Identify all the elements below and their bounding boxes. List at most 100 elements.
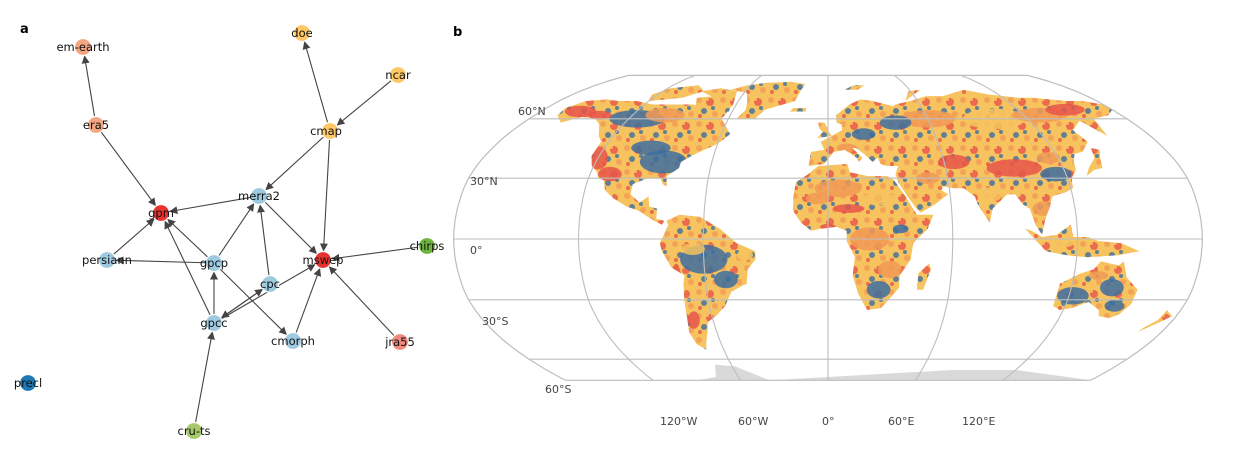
- land-novaya-zemlya: [905, 89, 921, 101]
- node-doe: doe: [291, 23, 313, 43]
- patch-30: [851, 128, 876, 140]
- meridian--120: [577, 75, 696, 381]
- patch-35: [1057, 287, 1089, 305]
- edge-persiann-to-gpm: [113, 218, 155, 255]
- node-circle-gpcc: [204, 313, 224, 333]
- patch-23: [937, 154, 970, 170]
- node-persiann: persiann: [82, 250, 132, 270]
- node-gpcc: gpcc: [200, 313, 228, 333]
- node-circle-cru-ts: [184, 421, 204, 441]
- edge-era5-to-gpm: [100, 131, 156, 207]
- patch-22: [1040, 166, 1072, 182]
- node-circle-cmorph: [283, 331, 303, 351]
- patch-11: [681, 243, 705, 255]
- nodes: em-earth doe ncar era5 cmap merra2 gpm chirps pe…: [14, 23, 444, 441]
- patch-15: [814, 179, 862, 197]
- meridian--60: [702, 75, 762, 381]
- patch-17: [877, 260, 902, 279]
- patch-13: [737, 249, 753, 262]
- edge-cru-ts-to-gpcc: [195, 331, 215, 423]
- patch-1: [631, 140, 671, 156]
- edge-merra2-to-gpm: [169, 196, 251, 215]
- network-diagram: a em-earth doe ncar era5 cmap merra2 gpm chirps…: [14, 22, 444, 441]
- lat-label-60n: 60°N: [518, 105, 546, 118]
- lat-label-0: 0°: [470, 244, 483, 257]
- panel-a-label: a: [20, 22, 29, 37]
- land-greenland: [730, 81, 806, 119]
- node-label-doe: doe: [291, 26, 312, 40]
- node-jra55: jra55: [384, 332, 415, 352]
- globe-outline: [452, 74, 1204, 381]
- patch-20: [805, 192, 830, 205]
- lat-label-30n: 30°N: [470, 175, 498, 188]
- node-circle-persiann: [97, 250, 117, 270]
- land-madagascar: [917, 263, 931, 290]
- node-precl: precl: [14, 373, 42, 393]
- node-label-gpm: gpm: [148, 206, 174, 220]
- edge-jra55-to-mswep: [328, 266, 395, 337]
- edge-cmorph-to-mswep: [295, 267, 322, 334]
- land-iceland: [789, 108, 807, 112]
- patch-16: [863, 191, 895, 206]
- land-svalbard: [844, 85, 865, 90]
- edge-cpc-to-merra2: [257, 204, 270, 276]
- node-circle-gpcp: [204, 253, 224, 273]
- land-new-zealand: [1137, 310, 1173, 333]
- patch-7: [588, 110, 612, 120]
- node-merra2: merra2: [238, 186, 280, 206]
- node-circle-gpm: [151, 203, 171, 223]
- lon-label-120e: 120°E: [962, 415, 995, 428]
- patch-5: [598, 166, 622, 182]
- node-circle-merra2: [249, 186, 269, 206]
- edge-era5-to-em-earth: [81, 55, 96, 117]
- node-era5: era5: [83, 115, 109, 135]
- edge-cpc-to-gpcc: [220, 288, 264, 319]
- node-label-em-earth: em-earth: [56, 40, 109, 54]
- node-circle-ncar: [388, 65, 408, 85]
- node-mswep: mswep: [303, 250, 344, 270]
- patch-12: [687, 311, 700, 329]
- patch-41: [1051, 238, 1075, 248]
- node-chirps: chirps: [410, 236, 444, 256]
- lon-label-120w: 120°W: [660, 415, 697, 428]
- node-label-mswep: mswep: [303, 253, 344, 267]
- edge-gpcp-to-cmorph: [219, 268, 287, 336]
- node-circle-doe: [292, 23, 312, 43]
- lat-label-30s: 30°S: [482, 315, 508, 328]
- map-body: [453, 75, 1203, 381]
- patch-31: [836, 143, 857, 153]
- patch-9: [713, 270, 738, 289]
- edge-cmap-to-mswep: [319, 139, 331, 252]
- node-circle-precl: [18, 373, 38, 393]
- node-label-persiann: persiann: [82, 253, 132, 267]
- node-cmorph: cmorph: [271, 331, 315, 351]
- patch-0: [639, 150, 688, 174]
- patch-21: [986, 159, 1042, 177]
- meridian-60: [894, 75, 954, 381]
- node-cru-ts: cru-ts: [178, 421, 211, 441]
- node-circle-cmap: [320, 121, 340, 141]
- node-label-precl: precl: [14, 376, 42, 390]
- node-label-jra55: jra55: [384, 335, 415, 349]
- graticule-labels: 60°N 30°N 0° 30°S 60°S 120°W 60°W 0° 60°…: [470, 105, 995, 428]
- node-circle-mswep: [313, 250, 333, 270]
- land-japan: [1086, 147, 1103, 177]
- lat-label-60s: 60°S: [545, 383, 571, 396]
- patch-19: [832, 204, 865, 213]
- world-map: b 60°N 30°N 0° 30°S 60°S 120°W 60°W 0° 6…: [452, 25, 1204, 428]
- lon-label-0: 0°: [822, 415, 835, 428]
- panel-b-label: b: [453, 25, 462, 40]
- edge-cmap-to-merra2: [265, 136, 325, 191]
- node-gpcp: gpcp: [200, 253, 228, 273]
- node-label-cmorph: cmorph: [271, 334, 315, 348]
- edge-chirps-to-mswep: [331, 246, 419, 262]
- patch-40: [892, 224, 909, 234]
- patch-38: [1088, 271, 1109, 280]
- node-label-cpc: cpc: [260, 277, 280, 291]
- node-label-cmap: cmap: [310, 124, 342, 138]
- patch-29: [879, 115, 912, 130]
- node-cmap: cmap: [310, 121, 342, 141]
- antarctica-shape: [565, 364, 1091, 381]
- land-baffin: [695, 96, 733, 114]
- edge-ncar-to-cmap: [336, 79, 392, 126]
